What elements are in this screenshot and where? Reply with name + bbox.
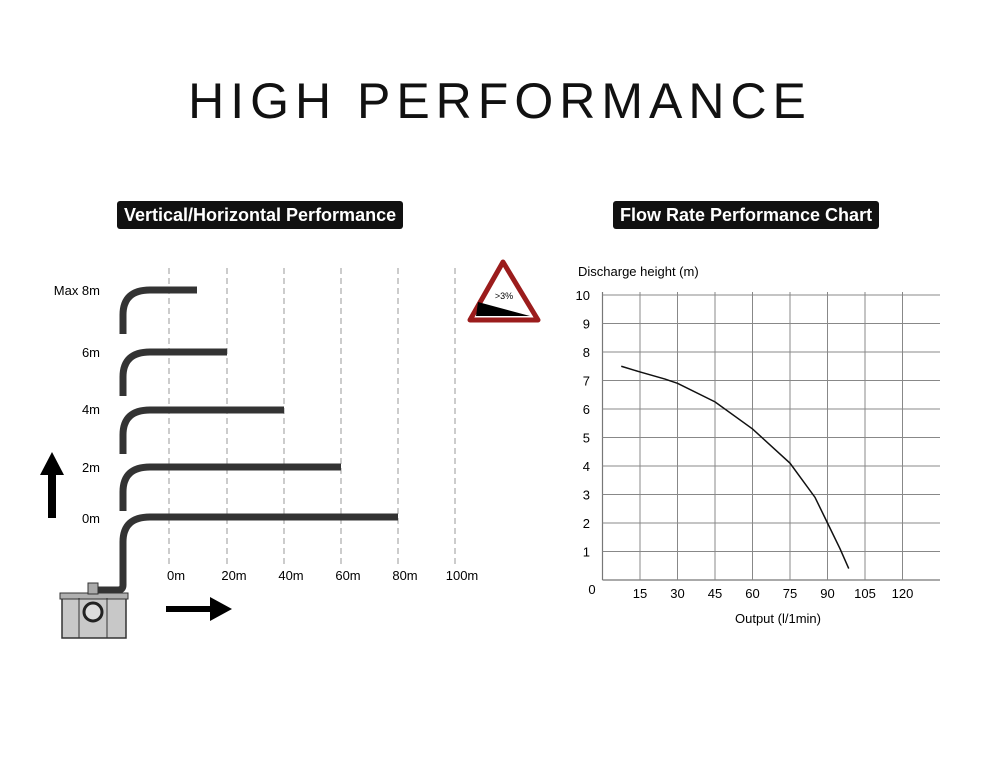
y-tick-label: 4 <box>583 459 590 474</box>
x-tick-label: 120 <box>892 586 914 601</box>
y-tick-label: 10 <box>576 288 590 303</box>
height-label: 2m <box>82 460 100 475</box>
x-axis-label: Output (l/1min) <box>735 611 821 626</box>
x-tick-label: 15 <box>633 586 647 601</box>
pump-port <box>82 601 104 623</box>
performance-curve <box>621 365 850 569</box>
vertical-horizontal-diagram: 0m 20m 40m 60m 80m 100m Max 8m 6m 4m 2m 0m >3% <box>40 259 541 639</box>
x-tick-label: 30 <box>670 586 684 601</box>
height-label: 0m <box>82 511 100 526</box>
x-tick-label: 90 <box>820 586 834 601</box>
page-title: HIGH PERFORMANCE <box>188 73 812 129</box>
distance-label: 40m <box>278 568 303 583</box>
slope-warning-sign-icon: >3% <box>467 259 541 323</box>
pipe <box>119 406 284 454</box>
height-label: 4m <box>82 402 100 417</box>
y-tick-label: 9 <box>583 317 590 332</box>
slope-sign-text: >3% <box>495 291 513 301</box>
x-tick-label: 45 <box>708 586 722 601</box>
origin-label: 0 <box>588 582 595 597</box>
right-arrow-icon <box>166 597 232 621</box>
distance-label: 60m <box>335 568 360 583</box>
distance-label: 0m <box>167 568 185 583</box>
height-label: Max 8m <box>54 283 100 298</box>
distance-label: 20m <box>221 568 246 583</box>
y-tick-label: 8 <box>583 345 590 360</box>
pump-outlet <box>87 582 99 595</box>
distance-label: 100m <box>446 568 479 583</box>
x-tick-label: 60 <box>745 586 759 601</box>
height-label: 6m <box>82 345 100 360</box>
right-panel-badge: Flow Rate Performance Chart <box>613 201 880 229</box>
y-tick-label: 1 <box>583 545 590 560</box>
sign-slope <box>476 302 530 316</box>
y-axis-label: Discharge height (m) <box>578 264 699 279</box>
y-tick-label: 5 <box>583 431 590 446</box>
distance-label: 80m <box>392 568 417 583</box>
y-tick-label: 7 <box>583 374 590 389</box>
y-tick-label: 2 <box>583 516 590 531</box>
pipe <box>119 286 197 334</box>
pipe <box>96 513 398 594</box>
pump-unit-icon <box>59 582 129 639</box>
pipe <box>119 463 341 511</box>
y-tick-label: 3 <box>583 488 590 503</box>
pipe <box>119 348 227 396</box>
up-arrow-icon <box>40 452 64 518</box>
y-tick-label: 6 <box>583 402 590 417</box>
x-tick-label: 75 <box>783 586 797 601</box>
left-panel-badge: Vertical/Horizontal Performance <box>117 201 404 229</box>
x-tick-label: 105 <box>854 586 876 601</box>
